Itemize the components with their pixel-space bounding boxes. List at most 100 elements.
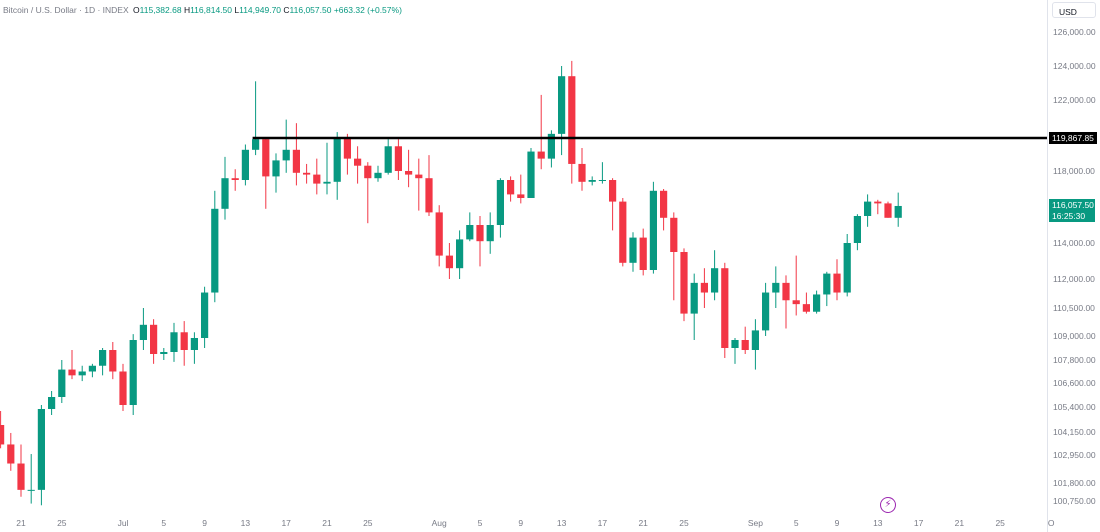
candle [711,250,719,301]
price-tick-label: 101,800.00 [1053,478,1096,488]
candle-body [547,133,555,159]
candle [537,94,545,170]
candle [690,273,698,340]
candle-body [813,294,821,312]
candle-body [170,332,178,352]
price-tick-label: 106,600.00 [1053,378,1096,388]
candle [547,130,555,168]
candle-body [741,340,749,350]
price-tick-label: 105,400.00 [1053,402,1096,412]
candle [670,212,678,301]
time-tick-label: 25 [363,518,373,528]
candle-body [241,149,249,180]
candle-body [690,282,698,314]
candle-body [221,178,229,209]
candle-body [374,172,382,179]
candle-body [833,273,841,293]
last-price-value: 116,057.50 [1052,200,1094,210]
candle-body [823,273,831,295]
candle [517,174,525,204]
time-tick-label: 21 [16,518,26,528]
candle-body [517,194,525,198]
candle [364,162,372,224]
last-price-tag[interactable]: 116,057.50 16:25:30 [1049,199,1095,222]
candle-body [578,163,586,182]
candle-body [201,292,209,338]
time-tick-label: 5 [794,518,799,528]
price-tick-label: 102,950.00 [1053,450,1096,460]
time-tick-label: Jul [118,518,129,528]
candle [99,348,107,376]
candle-body [0,425,5,445]
candle-body [323,181,331,184]
time-tick-label: 25 [995,518,1005,528]
candle-body [7,444,15,464]
candle [27,454,35,504]
price-tick-label: 107,800.00 [1053,355,1096,365]
currency-button[interactable]: USD [1052,2,1096,18]
candle-body [415,174,423,179]
candle [160,348,168,360]
candle [445,243,453,279]
price-axis[interactable]: 100,750.00 101,800.00 102,950.00 104,150.00… [1053,27,1096,506]
candle-body [660,190,668,218]
candle [731,338,739,364]
lightning-icon[interactable]: ⚡ [880,497,896,513]
candle-body [853,216,861,243]
candle [221,156,229,220]
candle-body [48,397,56,409]
candle-body [476,225,484,242]
time-tick-label: 9 [518,518,523,528]
candle [48,391,56,415]
candle [0,411,5,449]
candle [823,271,831,307]
candle [609,178,617,231]
candle-body [27,489,35,491]
candle [150,319,158,364]
price-tick-label: 124,000.00 [1053,61,1096,71]
change-value: +663.32 (+0.57%) [333,5,402,15]
candle-body [639,237,647,270]
candle-body [792,300,800,305]
time-tick-label: Aug [432,518,447,528]
candle [262,137,270,209]
candle-body [507,180,515,195]
candle [456,230,464,279]
candle [394,139,402,180]
level-price-tag[interactable]: 119,867.85 [1049,132,1097,144]
candle [292,123,300,186]
candle [629,232,637,272]
candle [782,275,790,329]
candle-body [99,350,107,366]
candle-body [272,160,280,177]
candle-body [394,146,402,171]
close-key: C [283,5,290,15]
candle [190,332,198,364]
candle [303,163,311,184]
candle-body [190,338,198,350]
candle-body [568,76,576,164]
time-axis[interactable]: 21 25 Jul 5 9 13 17 21 25 Aug 5 9 13 17 21 25 Sep 5 9 13 17 2… [16,518,1055,528]
candle-body [864,201,872,216]
candle [772,266,780,308]
time-tick-label: 17 [914,518,924,528]
candle-body [772,282,780,293]
candle-body [180,332,188,350]
candle [649,181,657,274]
candle [78,365,86,382]
candle [568,60,576,184]
candle [476,216,484,267]
candle-body [343,137,351,159]
candle-body [629,237,637,263]
candle [496,178,504,238]
candle [466,212,474,242]
candle [802,292,810,314]
candle-body [129,340,137,405]
candle-body [252,139,260,150]
candle [211,190,219,303]
candle [874,199,882,215]
candle [588,176,596,186]
candle-body [751,330,759,350]
